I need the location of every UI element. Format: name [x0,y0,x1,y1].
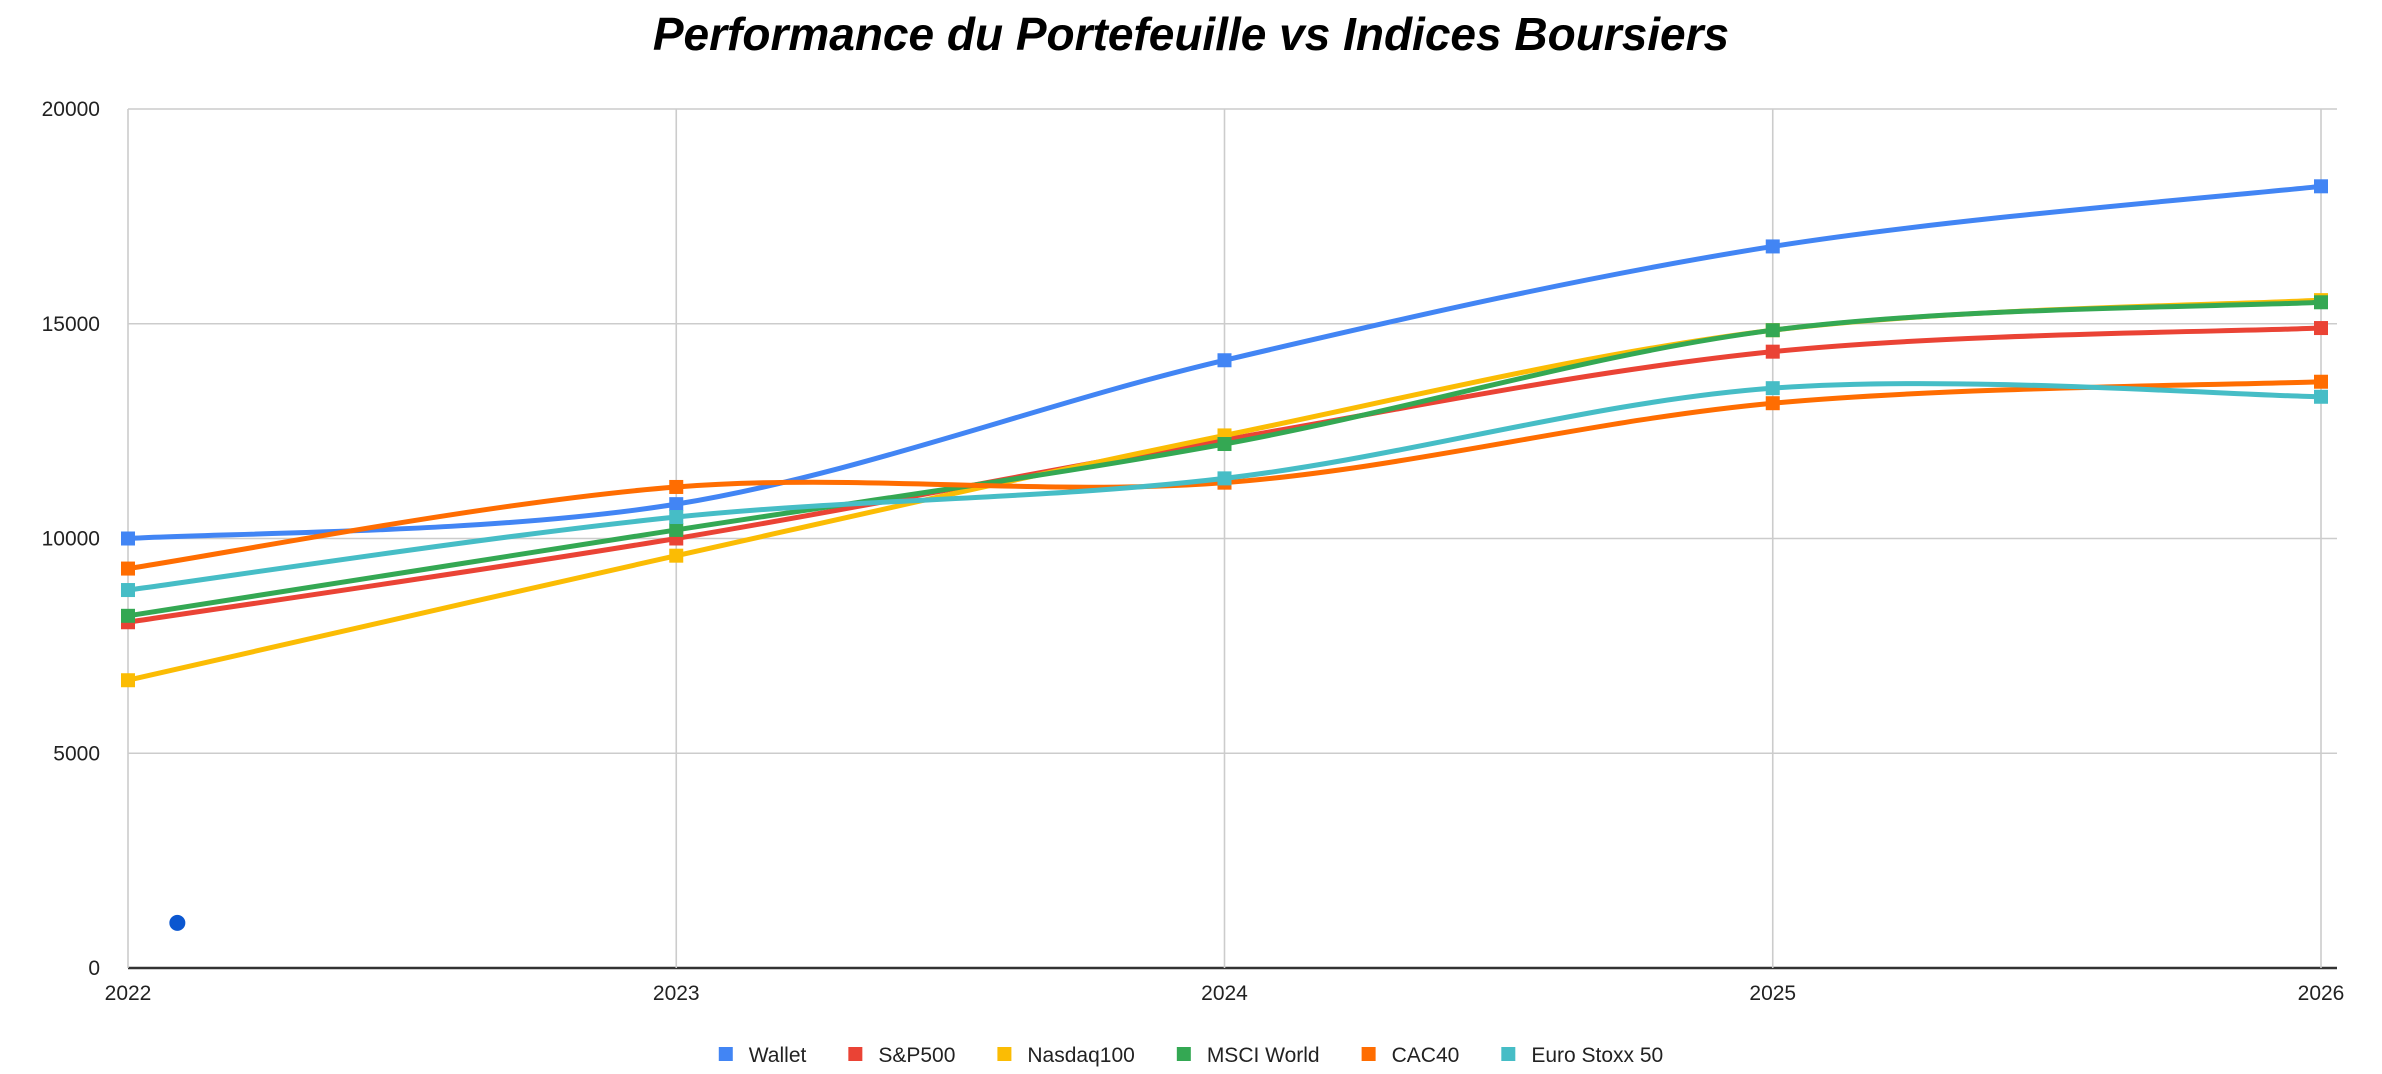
x-tick-label: 2022 [105,982,152,1005]
x-tick-label: 2025 [1749,982,1796,1005]
data-point-marker [1765,344,1780,359]
gridlines [127,108,2337,970]
data-point-marker [1217,471,1232,486]
data-point-marker [121,531,135,546]
data-point-marker [1217,437,1232,452]
legend-label: Euro Stoxx 50 [1531,1044,1663,1067]
data-point-marker [1765,396,1780,411]
y-tick-label: 5000 [53,742,100,765]
legend-swatch [1361,1047,1376,1061]
y-tick-label: 15000 [42,313,100,336]
y-tick-label: 10000 [42,528,100,551]
legend-swatch [1501,1047,1516,1061]
legend-item: Nasdaq100 [997,1044,1135,1067]
data-point-marker [2314,295,2328,310]
y-tick-label: 20000 [42,98,100,121]
data-point-marker [669,522,684,537]
data-point-marker [669,510,684,525]
data-point-marker [669,548,684,563]
legend-item: Wallet [718,1044,807,1067]
data-point-marker [2314,179,2328,194]
data-point-marker [121,673,135,688]
legend-label: S&P500 [878,1044,955,1067]
x-tick-label: 2024 [1201,982,1248,1005]
data-point-marker [2314,389,2328,404]
data-point-marker [121,561,135,576]
data-point-marker [2314,321,2328,336]
x-axis: 2022 2023 2024 2025 2026 [105,982,2345,1005]
legend-swatch [718,1047,733,1061]
data-point-marker [2314,374,2328,389]
legend-swatch [848,1047,863,1061]
series-wallet [121,179,2328,546]
data-point-marker [1217,353,1232,368]
extra-point-layer [169,914,186,931]
data-point-marker [121,583,135,598]
x-tick-label: 2026 [2298,982,2345,1005]
y-axis: 0 5000 10000 15000 20000 [42,98,100,980]
legend-label: Wallet [749,1044,807,1067]
data-point-marker [1765,381,1780,396]
legend: Wallet S&P500 Nasdaq100 MSCI World CAC40 Euro… [718,1044,1663,1067]
extra-data-point [169,914,186,931]
legend-label: CAC40 [1392,1044,1460,1067]
data-point-marker [1765,239,1780,254]
legend-swatch [1176,1047,1191,1061]
legend-item: S&P500 [848,1044,955,1067]
legend-item: MSCI World [1176,1044,1320,1067]
series-msci-world [121,295,2328,623]
data-point-marker [669,479,684,494]
legend-swatch [997,1047,1012,1061]
legend-label: MSCI World [1207,1044,1320,1067]
legend-item: CAC40 [1361,1044,1460,1067]
legend-item: Euro Stoxx 50 [1501,1044,1663,1067]
series-euro-stoxx-50 [121,381,2328,598]
y-tick-label: 0 [88,957,100,980]
data-point-marker [669,497,684,512]
chart-title: Performance du Portefeuille vs Indices B… [653,8,1729,60]
series-lines [121,179,2328,688]
data-point-marker [1765,323,1780,338]
x-tick-label: 2023 [653,982,700,1005]
legend-label: Nasdaq100 [1027,1044,1134,1067]
data-point-marker [121,608,135,623]
